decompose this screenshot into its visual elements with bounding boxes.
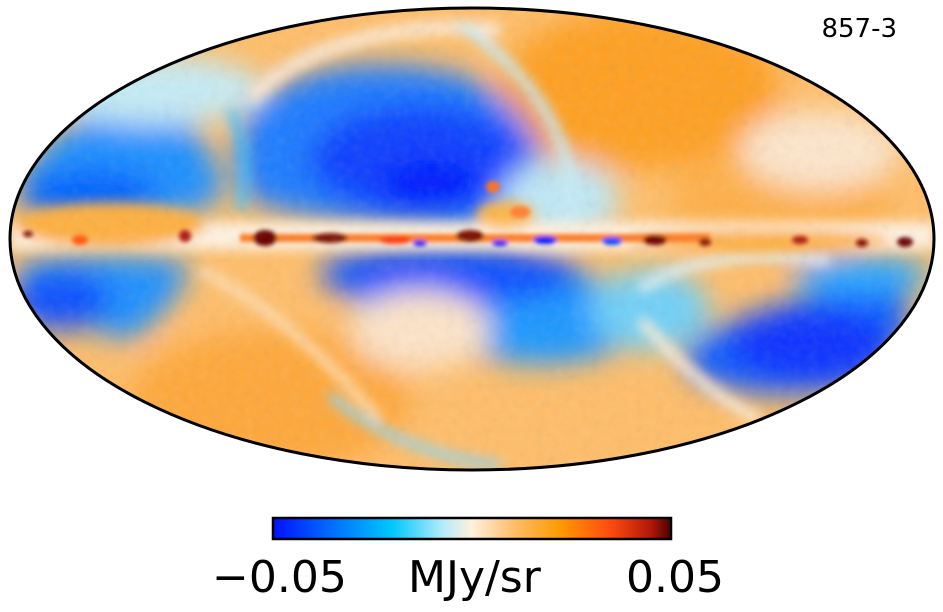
- colorbar-unit-label: MJy/sr: [408, 552, 541, 603]
- sky-map-outline: [8, 6, 936, 472]
- colorbar: [271, 516, 673, 541]
- colorbar-max-label: 0.05: [626, 552, 724, 603]
- colorbar-min-label: −0.05: [212, 552, 347, 603]
- sky-map: [10, 8, 934, 470]
- sky-map-texture: [10, 8, 934, 470]
- map-label: 857-3: [821, 14, 897, 44]
